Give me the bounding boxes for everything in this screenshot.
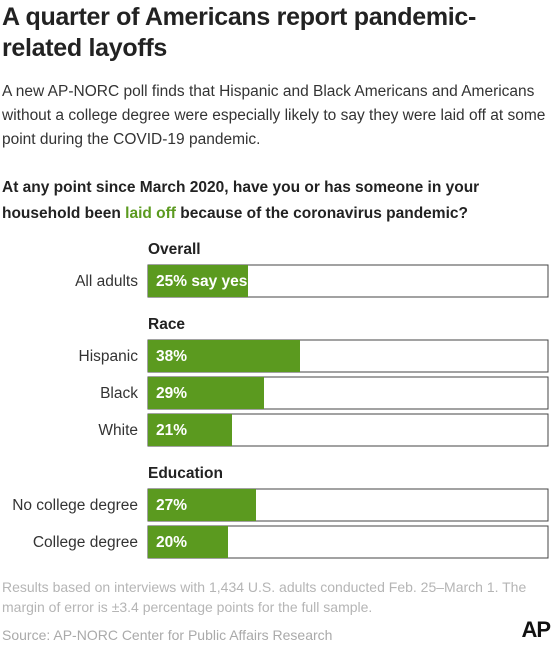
chart-title: A quarter of Americans report pandemic-r… [2,3,477,62]
value-label: 29% [156,385,187,402]
value-label: 38% [156,348,187,365]
bar [148,377,264,409]
group-header: Overall [148,241,201,258]
bar [148,414,232,446]
value-label: 21% [156,422,187,439]
group-header: Race [148,316,185,333]
question: At any point since March 2020, have you … [2,175,550,227]
question-highlight: laid off [125,205,176,222]
value-label: 25% say yes [156,273,247,290]
chart: Overall All adults 25% say yes Race Hispanic… [12,241,549,559]
value-label: 27% [156,497,187,514]
question-text: At any point since March 2020, have you … [2,179,480,222]
group-header: Education [148,465,223,482]
category-label: College degree [33,534,138,551]
bar [148,340,300,372]
bar [148,489,256,521]
notes: Results based on interviews with 1,434 U… [2,579,527,615]
category-label: Black [100,385,138,402]
logo: AP [521,617,551,642]
category-label: All adults [75,273,138,290]
category-label: White [98,422,138,439]
bar [148,526,228,558]
category-label: No college degree [12,497,138,514]
value-label: 20% [156,534,187,551]
bar [148,265,248,297]
question-text: because of the coronavirus pandemic? [175,205,468,222]
category-label: Hispanic [79,348,139,365]
subtitle: A new AP-NORC poll finds that Hispanic a… [2,83,546,148]
source: Source: AP-NORC Center for Public Affair… [2,627,333,643]
